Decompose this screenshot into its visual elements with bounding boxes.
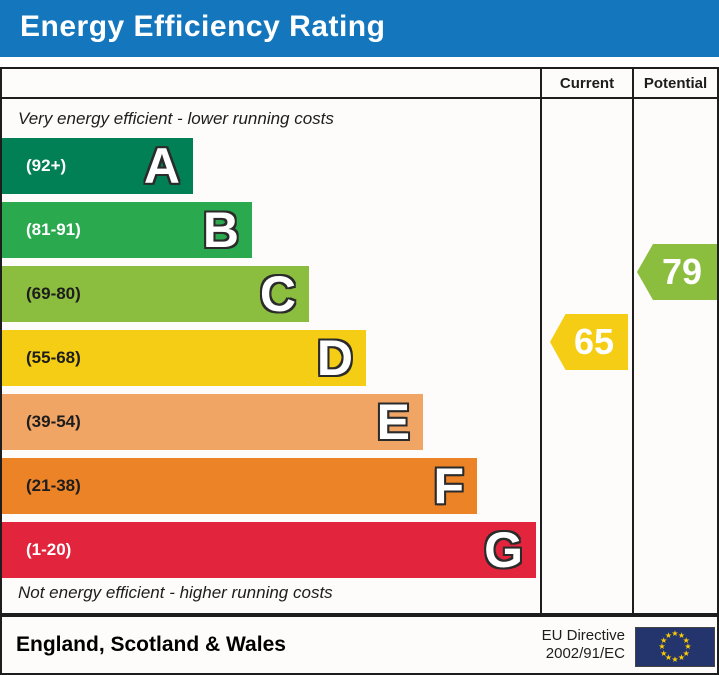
band-e: (39-54) E <box>2 394 423 450</box>
current-value: 65 <box>573 321 615 362</box>
band-range: (55-68) <box>26 348 81 367</box>
title-bar: Energy Efficiency Rating <box>0 0 719 57</box>
band-letter: G <box>484 522 523 578</box>
band-range: (1-20) <box>26 540 72 559</box>
band-range: (39-54) <box>26 412 81 431</box>
region-label: England, Scotland & Wales <box>16 633 286 656</box>
current-column-divider <box>540 69 542 613</box>
potential-column-divider <box>632 69 634 613</box>
bottom-note: Not energy efficient - higher running co… <box>18 583 333 602</box>
eu-star-icon: ★ <box>664 630 673 640</box>
eu-star-icon: ★ <box>677 630 686 640</box>
eu-directive-label: EU Directive 2002/91/EC <box>542 627 625 663</box>
band-b: (81-91) B <box>2 202 252 258</box>
eu-star-icon: ★ <box>682 648 690 658</box>
eu-star-icon: ★ <box>660 635 668 645</box>
eu-star-icon: ★ <box>660 648 668 658</box>
top-note: Very energy efficient - lower running co… <box>18 109 334 128</box>
band-d: (55-68) D <box>2 330 366 386</box>
page-title: Energy Efficiency Rating <box>20 10 386 43</box>
band-letter: A <box>143 138 180 194</box>
current-pointer: 65 <box>550 314 628 370</box>
eu-directive-line1: EU Directive <box>541 627 625 644</box>
band-letter: D <box>316 330 353 386</box>
band-letter: F <box>433 458 464 514</box>
band-range: (69-80) <box>26 284 81 303</box>
eu-star-icon: ★ <box>671 655 679 664</box>
footer-bar: England, Scotland & Wales EU Directive 2… <box>0 615 719 675</box>
potential-value: 79 <box>661 251 703 292</box>
eu-star-icon: ★ <box>682 635 690 645</box>
band-c: (69-80) C <box>2 266 309 322</box>
band-letter: B <box>202 202 239 258</box>
eu-directive-line2: 2002/91/EC <box>545 645 625 662</box>
band-f: (21-38) F <box>2 458 477 514</box>
band-range: (21-38) <box>26 476 81 495</box>
eu-star-icon: ★ <box>658 642 666 651</box>
band-letter: C <box>259 266 296 322</box>
band-letter: E <box>376 394 410 450</box>
band-range: (81-91) <box>26 220 81 239</box>
eu-flag-icon: ★ ★ ★ ★ ★ ★ ★ ★ ★ ★ ★ ★ <box>635 627 715 667</box>
current-column-header: Current <box>559 75 615 92</box>
band-range: (92+) <box>26 156 67 175</box>
band-a: (92+) A <box>2 138 193 194</box>
eu-star-icon: ★ <box>684 642 692 651</box>
potential-column-header: Potential <box>643 75 708 92</box>
eu-star-icon: ★ <box>677 653 686 663</box>
band-g: (1-20) G <box>2 522 536 578</box>
eu-star-icon: ★ <box>664 653 673 663</box>
potential-pointer: 79 <box>637 244 717 300</box>
eu-star-icon: ★ <box>671 629 679 638</box>
rating-table: Current Potential Very energy efficient … <box>0 67 719 615</box>
header-rule <box>2 97 717 99</box>
